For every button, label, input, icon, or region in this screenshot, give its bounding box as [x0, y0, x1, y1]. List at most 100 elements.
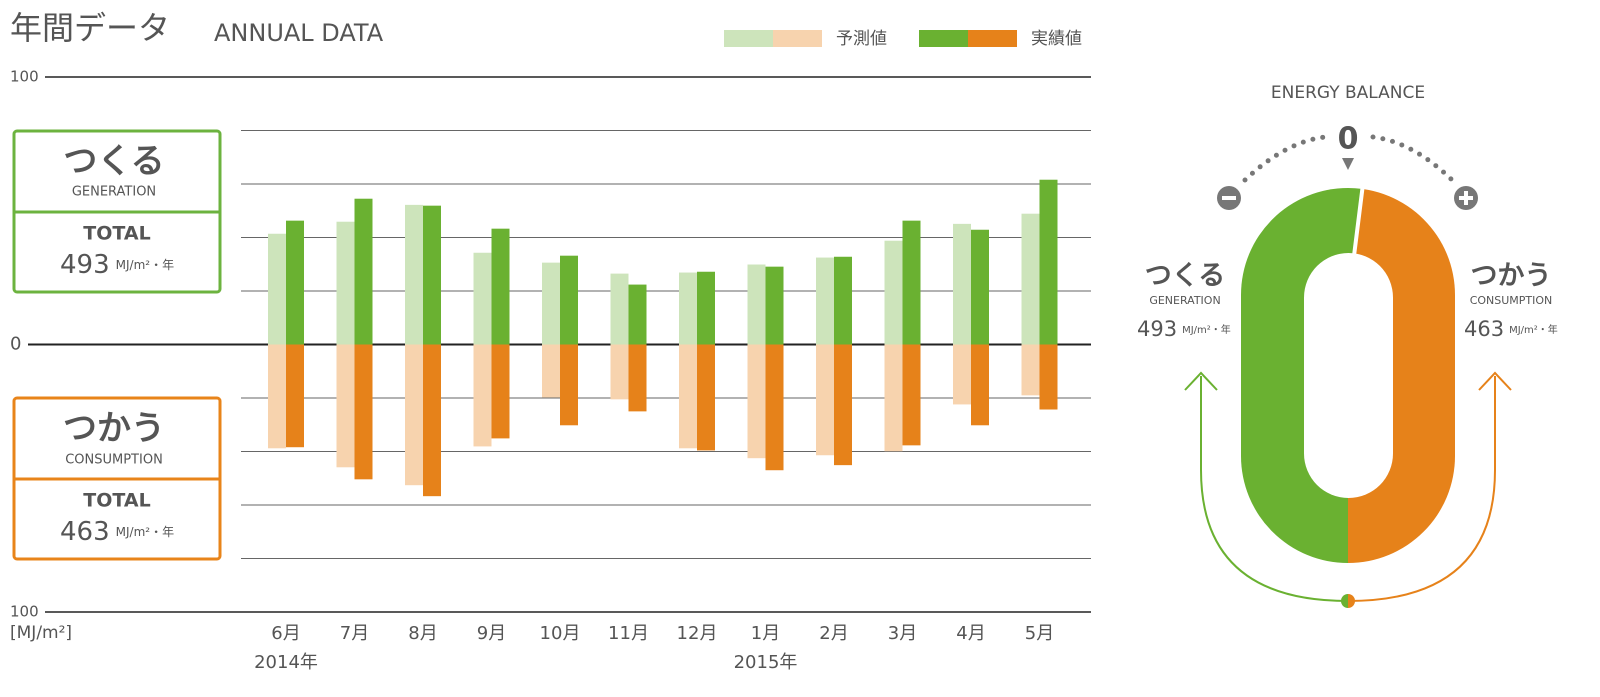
bar — [628, 284, 647, 345]
x-tick-label: 4月 — [956, 623, 985, 644]
x-tick-label: 9月 — [477, 623, 506, 644]
bar — [953, 344, 971, 405]
unit: MJ/m²・年 — [1509, 323, 1558, 336]
label: つかう — [63, 409, 165, 449]
gauge-split — [1352, 183, 1365, 257]
x-tick-label: 1月 — [751, 623, 780, 644]
y-unit: [MJ/m²] — [10, 623, 72, 643]
x-tick-label: 6月 — [271, 623, 300, 644]
year-label: 2014年 — [254, 652, 318, 673]
y-tick-label: 0 — [10, 334, 21, 355]
bar — [336, 221, 355, 345]
bar — [610, 273, 629, 345]
total: 493 MJ/m²・年 — [60, 250, 174, 280]
bar — [697, 344, 715, 451]
bar — [697, 271, 715, 345]
y-tick-label: 100 — [10, 68, 39, 86]
bar — [679, 272, 697, 345]
year-label: 2015年 — [734, 652, 798, 673]
legend-swatch — [968, 30, 1017, 47]
bar — [679, 344, 697, 449]
legend-swatch — [773, 30, 822, 47]
label-en: GENERATION — [72, 185, 156, 200]
subtitle: ANNUAL DATA — [214, 19, 384, 47]
bar — [747, 344, 766, 459]
x-tick-label: 3月 — [888, 623, 917, 644]
total: 463 MJ/m²・年 — [60, 517, 174, 547]
unit: MJ/m²・年 — [116, 525, 174, 539]
balance-title: ENERGY BALANCE — [1271, 83, 1425, 103]
bar — [473, 344, 492, 447]
x-tick-label: 12月 — [677, 623, 718, 644]
title: 年間データ — [10, 9, 170, 47]
x-tick-label: 8月 — [408, 623, 437, 644]
bar — [560, 344, 578, 426]
bar — [491, 228, 510, 345]
bar — [354, 198, 373, 345]
legend-label: 予測値 — [836, 29, 887, 49]
total-label: TOTAL — [83, 223, 150, 245]
bar — [902, 344, 921, 446]
bar — [884, 344, 903, 452]
bar — [610, 344, 629, 400]
unit: MJ/m²・年 — [1182, 323, 1231, 336]
arrow-head — [1478, 371, 1512, 391]
pointer — [1342, 158, 1354, 170]
bar — [628, 344, 647, 412]
bar — [834, 256, 852, 345]
total-value: 463 — [1464, 317, 1504, 341]
label-en: CONSUMPTION — [1470, 294, 1553, 307]
bar — [423, 205, 441, 345]
consumption-box: つかう CONSUMPTION TOTAL 463 MJ/m²・年 — [12, 396, 222, 561]
plot: 100 0 100 6月 2014年 7月 8月 9月 10月 11月 12月 1月 2015年 2月 3月… — [10, 29, 1091, 673]
label: つかう — [1471, 261, 1552, 292]
bar — [286, 220, 304, 345]
bar — [423, 344, 441, 497]
bar — [286, 344, 304, 448]
x-tick-label: 2月 — [819, 623, 848, 644]
label-en: GENERATION — [1149, 294, 1220, 307]
x-tick-label: 11月 — [608, 623, 649, 644]
bar — [1039, 344, 1058, 410]
total-value: 493 — [60, 250, 110, 280]
bar — [1021, 213, 1040, 345]
bar — [1021, 344, 1040, 396]
dotted-arc — [1242, 134, 1328, 183]
bar — [268, 233, 286, 345]
node — [1348, 594, 1355, 608]
gauge-consumption — [1348, 188, 1455, 563]
bar — [834, 344, 852, 466]
total: 463 MJ/m²・年 — [1464, 317, 1558, 341]
bar — [560, 255, 578, 345]
bar — [902, 220, 921, 345]
bar — [884, 240, 903, 345]
bar — [354, 344, 373, 480]
generation-box: つくる GENERATION TOTAL 493 MJ/m²・年 — [12, 129, 222, 294]
bar — [971, 229, 989, 345]
bar — [542, 344, 560, 398]
unit: MJ/m²・年 — [116, 258, 174, 272]
bar — [953, 223, 971, 345]
minus-sign — [1222, 196, 1236, 200]
bar — [336, 344, 355, 468]
node — [1341, 594, 1348, 608]
plus-sign — [1464, 191, 1468, 205]
total: 493 MJ/m²・年 — [1137, 317, 1231, 341]
bar — [491, 344, 510, 439]
total-label: TOTAL — [83, 490, 150, 512]
legend-swatch — [724, 30, 773, 47]
bar — [816, 257, 834, 345]
dotted-arc — [1370, 134, 1455, 183]
total-value: 493 — [1137, 317, 1177, 341]
x-tick-label: 5月 — [1025, 623, 1054, 644]
label: つくる — [1145, 261, 1225, 292]
bar — [765, 266, 784, 345]
bar — [405, 204, 423, 345]
legend-swatch — [919, 30, 968, 47]
x-tick-label: 10月 — [540, 623, 581, 644]
flow-arrow — [1347, 376, 1496, 602]
arrow-head — [1184, 371, 1218, 391]
gauge-hole — [1304, 253, 1393, 498]
total-value: 463 — [60, 517, 110, 547]
